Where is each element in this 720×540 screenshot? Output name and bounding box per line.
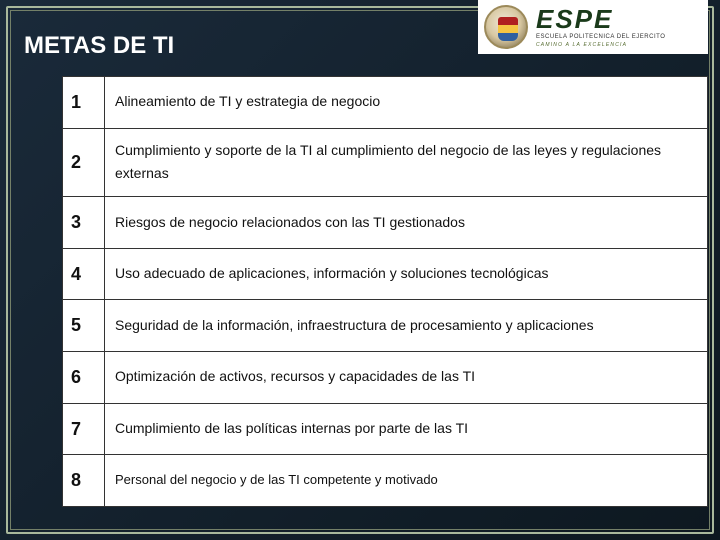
row-text: Seguridad de la información, infraestruc… bbox=[105, 300, 708, 352]
page-title: METAS DE TI bbox=[24, 32, 174, 60]
table-row: 2 Cumplimiento y soporte de la TI al cum… bbox=[63, 128, 708, 197]
table-row: 5 Seguridad de la información, infraestr… bbox=[63, 300, 708, 352]
seal-icon bbox=[484, 5, 528, 49]
table-row: 7 Cumplimiento de las políticas internas… bbox=[63, 403, 708, 455]
logo-text: ESPE ESCUELA POLITECNICA DEL EJERCITO CA… bbox=[536, 6, 665, 48]
table-row: 8 Personal del negocio y de las TI compe… bbox=[63, 455, 708, 507]
row-text: Riesgos de negocio relacionados con las … bbox=[105, 197, 708, 249]
row-number: 8 bbox=[63, 455, 105, 507]
row-text: Cumplimiento y soporte de la TI al cumpl… bbox=[105, 128, 708, 197]
row-number: 3 bbox=[63, 197, 105, 249]
logo-brand: ESPE bbox=[536, 6, 665, 32]
table-row: 6 Optimización de activos, recursos y ca… bbox=[63, 351, 708, 403]
table-row: 3 Riesgos de negocio relacionados con la… bbox=[63, 197, 708, 249]
table-row: 4 Uso adecuado de aplicaciones, informac… bbox=[63, 248, 708, 300]
row-number: 5 bbox=[63, 300, 105, 352]
row-text: Personal del negocio y de las TI compete… bbox=[105, 455, 708, 507]
logo-subtitle-1: ESCUELA POLITECNICA DEL EJERCITO bbox=[536, 34, 665, 40]
table-row: 1 Alineamiento de TI y estrategia de neg… bbox=[63, 77, 708, 129]
row-number: 2 bbox=[63, 128, 105, 197]
goals-table-wrap: 1 Alineamiento de TI y estrategia de neg… bbox=[62, 76, 708, 540]
goals-table: 1 Alineamiento de TI y estrategia de neg… bbox=[62, 76, 708, 507]
row-number: 4 bbox=[63, 248, 105, 300]
row-text: Optimización de activos, recursos y capa… bbox=[105, 351, 708, 403]
row-number: 1 bbox=[63, 77, 105, 129]
row-text: Uso adecuado de aplicaciones, informació… bbox=[105, 248, 708, 300]
row-number: 7 bbox=[63, 403, 105, 455]
logo-box: ESPE ESCUELA POLITECNICA DEL EJERCITO CA… bbox=[478, 0, 708, 54]
row-text: Alineamiento de TI y estrategia de negoc… bbox=[105, 77, 708, 129]
row-number: 6 bbox=[63, 351, 105, 403]
row-text: Cumplimiento de las políticas internas p… bbox=[105, 403, 708, 455]
logo-subtitle-2: CAMINO A LA EXCELENCIA bbox=[536, 43, 665, 48]
